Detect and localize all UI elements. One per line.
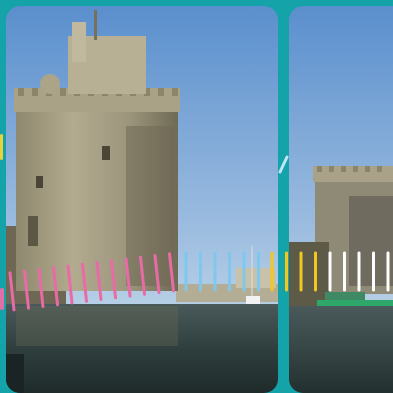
water [289, 306, 393, 393]
photo-card-main[interactable] [6, 6, 278, 393]
dash-mark [278, 155, 289, 174]
edge-accent [0, 288, 4, 310]
boat [317, 300, 393, 310]
edge-accent [0, 134, 3, 160]
photo-card-next[interactable] [289, 6, 393, 393]
water [6, 304, 278, 393]
tower-photo-next [289, 6, 393, 393]
tower-photo [6, 6, 278, 393]
